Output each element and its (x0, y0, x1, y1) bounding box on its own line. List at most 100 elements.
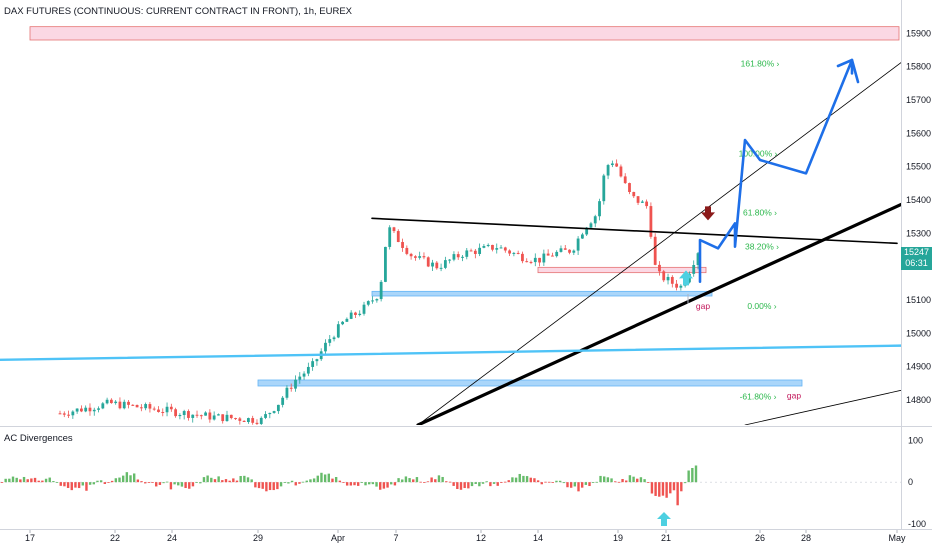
ac-histogram-bar (514, 477, 518, 483)
ac-histogram-bar (595, 481, 599, 483)
ac-histogram-bar (33, 477, 37, 483)
ac-histogram-bar (22, 476, 26, 483)
time-tick-label: May (888, 533, 906, 543)
candle-body (234, 418, 237, 420)
ac-histogram-bar (221, 480, 224, 483)
candle-body (555, 251, 559, 257)
candle-body (259, 417, 263, 424)
candle-body (401, 242, 404, 248)
candle-body (632, 192, 636, 197)
ac-histogram-bar (15, 477, 18, 483)
candle-body (623, 176, 627, 184)
ac-histogram-bar (669, 482, 672, 494)
price-tick-label: 14800 (906, 395, 931, 405)
candle-body (217, 414, 220, 416)
main-pane[interactable]: 161.80% › 100.00% › 61.80% › 38.20% › 0.00% … (0, 26, 932, 429)
ac-histogram-bar (485, 481, 488, 483)
candle-body (375, 299, 379, 301)
ac-histogram-bar (107, 482, 110, 483)
ac-histogram-bar (665, 482, 668, 498)
candle-body (529, 261, 533, 263)
ac-histogram-bar (577, 482, 580, 492)
zone-red-0 (29, 26, 900, 41)
ac-histogram-bar (52, 481, 55, 483)
ac-histogram-bar (298, 482, 301, 484)
price-tick-label: 15300 (906, 228, 931, 238)
ac-histogram-bar (680, 482, 683, 492)
candle-body (114, 401, 118, 404)
time-tick-label: 26 (755, 533, 765, 543)
ac-histogram-bar (144, 482, 147, 484)
candle-body (247, 418, 250, 423)
divergence-arrow-icon (657, 512, 671, 526)
ac-histogram-bar (636, 478, 639, 483)
ac-histogram-bar (334, 477, 338, 483)
candle-body (413, 256, 417, 258)
ac-histogram-bar (140, 481, 143, 483)
candle-body (298, 376, 302, 380)
ac-histogram-bar (525, 476, 529, 483)
ac-histogram-bar (180, 482, 184, 487)
candle-body (636, 196, 640, 203)
candle-body (306, 366, 310, 374)
ac-histogram-bar (621, 479, 624, 483)
ac-histogram-bar (415, 477, 419, 483)
candle-body (388, 227, 392, 247)
ac-histogram-bar (30, 478, 33, 483)
ac-histogram-bar (257, 482, 261, 489)
indicator-title[interactable]: AC Divergences (4, 433, 73, 444)
ac-histogram-bar (272, 482, 275, 491)
candle-body (97, 408, 100, 410)
ac-histogram-bar (323, 474, 327, 483)
trendline-0 (371, 217, 898, 245)
candle-body (204, 412, 207, 416)
candle-body (88, 407, 92, 412)
candle-body (593, 216, 597, 224)
candle-body (139, 407, 143, 409)
candle-body (315, 359, 319, 362)
ac-histogram-bar (224, 479, 228, 483)
ac-histogram-bar (309, 479, 312, 483)
ac-histogram-bar (316, 475, 319, 483)
ac-histogram-bar (254, 482, 257, 488)
candle-body (409, 253, 413, 257)
ac-histogram-bar (691, 468, 694, 483)
time-tick-label: 28 (801, 533, 811, 543)
buy-signal-arrow-icon (679, 270, 693, 286)
candle-body (366, 301, 370, 305)
candle-body (285, 387, 289, 398)
ac-histogram-bar (63, 482, 66, 487)
zone-blue-2 (371, 290, 713, 297)
candle-body (568, 249, 571, 253)
indicator-pane[interactable] (0, 465, 698, 506)
candle-body (456, 254, 460, 258)
ac-histogram-bar (11, 476, 15, 483)
indicator-tick-label: 0 (908, 477, 913, 487)
ac-histogram-bar (654, 482, 657, 496)
candle-body (302, 373, 306, 377)
ac-histogram-bar (26, 479, 29, 483)
candle-body (580, 234, 584, 239)
candle-body (516, 252, 520, 254)
ac-histogram-bar (379, 482, 382, 490)
candle-body (589, 223, 593, 228)
ac-histogram-bar (4, 478, 7, 483)
candle-body (135, 404, 139, 408)
candle-body (118, 401, 122, 409)
candle-body (92, 409, 96, 412)
ac-histogram-bar (470, 482, 474, 487)
candle-body (512, 252, 516, 254)
ac-histogram-bar (151, 482, 154, 483)
candle-body (461, 256, 464, 258)
price-tick-label: 15400 (906, 195, 931, 205)
trendline-3 (0, 344, 901, 362)
fib-label-4: 0.00% › (747, 301, 776, 311)
ac-histogram-bar (558, 480, 562, 483)
candle-body (62, 413, 66, 415)
ac-histogram-bar (382, 482, 386, 489)
candle-body (670, 276, 674, 284)
ac-histogram-bar (356, 482, 360, 486)
ac-histogram-bar (199, 482, 202, 484)
ac-histogram-bar (217, 476, 220, 483)
ac-histogram-bar (683, 482, 687, 484)
